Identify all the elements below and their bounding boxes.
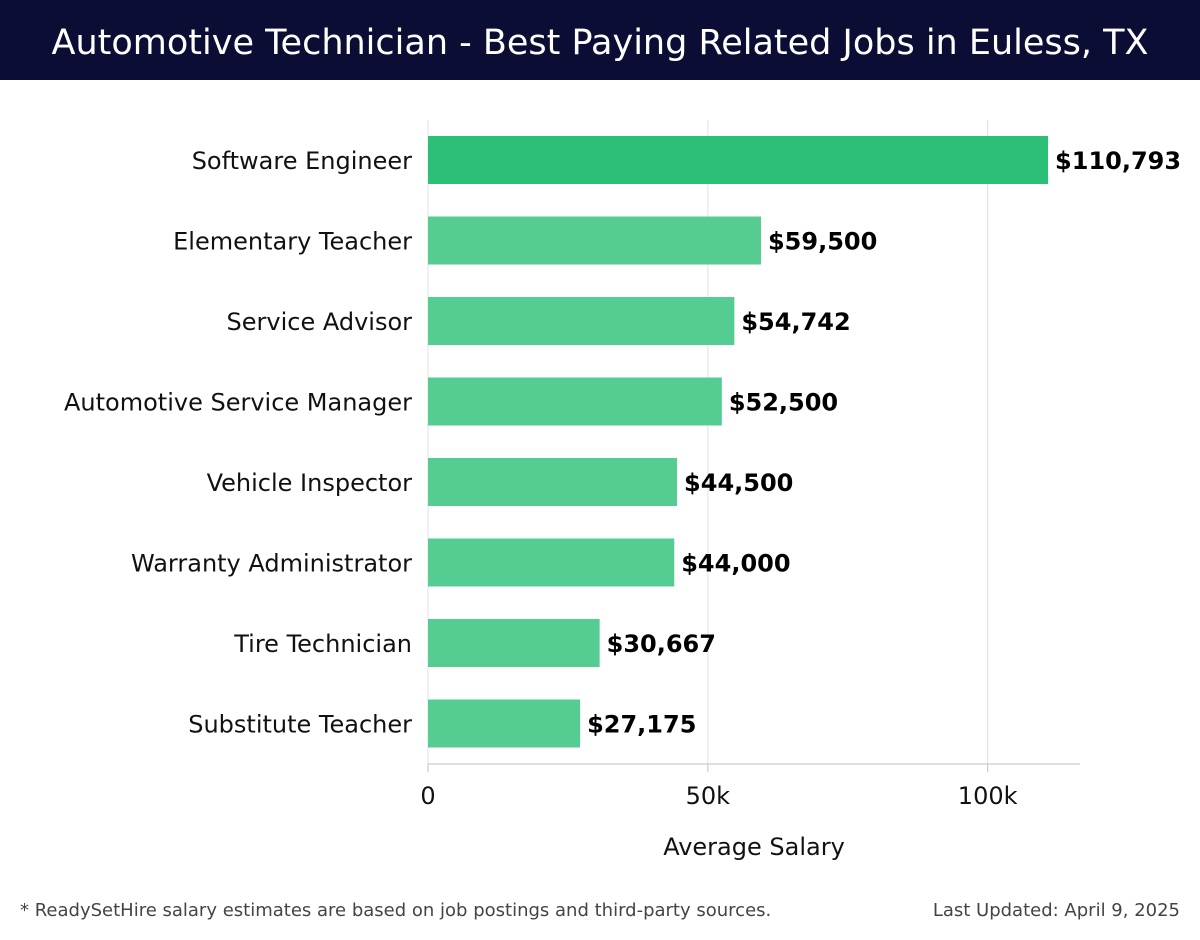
value-label: $27,175	[587, 711, 696, 739]
category-label: Tire Technician	[233, 630, 412, 658]
x-tick-label: 100k	[958, 782, 1018, 810]
bar	[428, 216, 761, 265]
category-label: Substitute Teacher	[188, 711, 412, 739]
value-label: $44,500	[684, 469, 793, 497]
bar	[428, 136, 1049, 184]
value-labels: $110,793 $59,500 $54,742 $52,500 $44,500 $44,…	[587, 147, 1181, 739]
page-title: Automotive Technician - Best Paying Rela…	[51, 23, 1149, 63]
x-tick-label: 0	[420, 782, 435, 810]
x-tick-label: 50k	[686, 782, 731, 810]
bar	[428, 699, 581, 748]
bar	[428, 377, 722, 426]
category-label: Vehicle Inspector	[207, 469, 413, 497]
footnote: * ReadySetHire salary estimates are base…	[20, 900, 772, 921]
value-label: $30,667	[607, 630, 716, 658]
bar	[428, 458, 678, 506]
bars	[428, 136, 1049, 748]
header-bar	[0, 0, 1200, 80]
value-label: $110,793	[1055, 147, 1181, 175]
bar	[428, 619, 600, 667]
category-label: Service Advisor	[227, 308, 413, 336]
value-label: $52,500	[729, 389, 838, 417]
x-axis-title: Average Salary	[663, 833, 845, 861]
category-label: Automotive Service Manager	[64, 389, 412, 417]
bar	[428, 297, 735, 345]
x-axis: 0 50k 100k	[420, 763, 1080, 810]
category-label: Elementary Teacher	[173, 228, 412, 256]
category-labels: Software Engineer Elementary Teacher Servi…	[64, 147, 412, 739]
value-label: $44,000	[681, 550, 790, 578]
category-label: Software Engineer	[192, 147, 412, 175]
category-label: Warranty Administrator	[131, 550, 412, 578]
bar	[428, 538, 675, 587]
last-updated: Last Updated: April 9, 2025	[932, 900, 1180, 921]
value-label: $59,500	[768, 228, 877, 256]
value-label: $54,742	[741, 308, 850, 336]
